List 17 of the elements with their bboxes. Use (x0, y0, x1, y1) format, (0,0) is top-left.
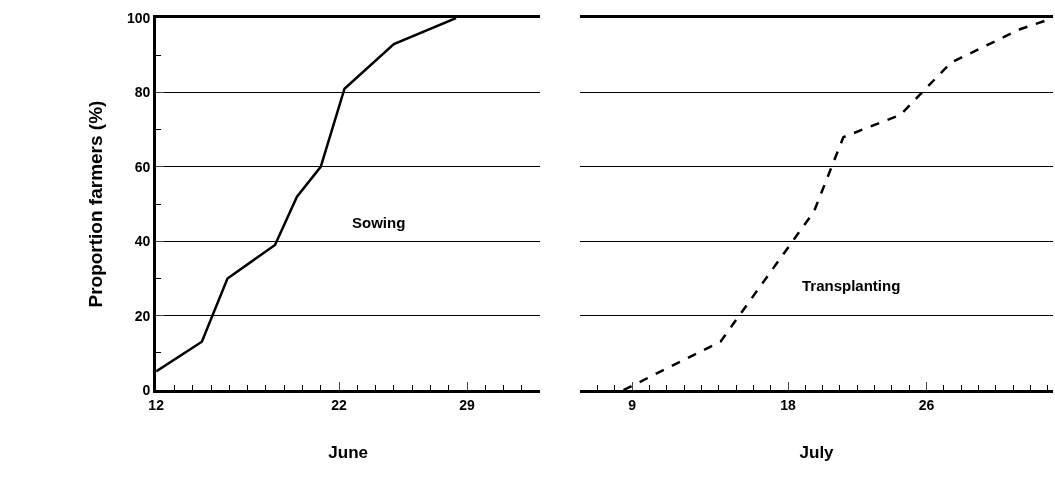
x-tick-label: 9 (628, 396, 637, 413)
x-tick-label: 29 (459, 396, 476, 413)
x-tick-label: 22 (331, 396, 348, 413)
y-tick-label: 20 (134, 307, 151, 324)
y-tick-label: 40 (134, 233, 151, 250)
y-tick-label: 80 (134, 84, 151, 101)
y-axis-title: Proportion farmers (%) (84, 100, 106, 308)
x-tick-label: 26 (918, 396, 935, 413)
y-tick-label: 0 (142, 381, 151, 398)
y-tick-label: 60 (134, 158, 151, 175)
x-tick-label: 12 (148, 396, 165, 413)
y-tick-label: 100 (126, 9, 151, 26)
x-axis-title: June (328, 443, 368, 463)
text: Sowing (352, 214, 406, 231)
x-tick-label: 18 (780, 396, 796, 413)
x-axis-title: July (799, 443, 835, 463)
series-label: Transplanting (802, 277, 901, 294)
